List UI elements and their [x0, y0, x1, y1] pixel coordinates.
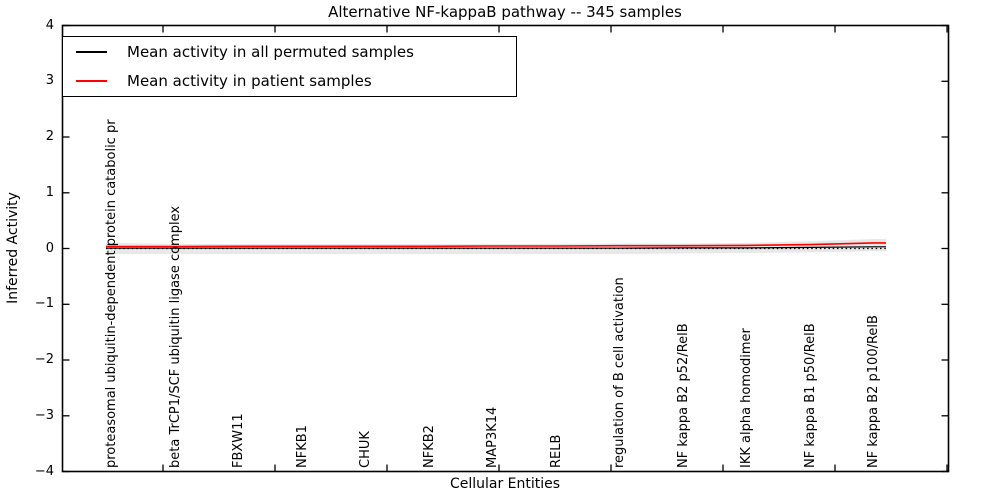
x-tick-label: IKK alpha homodimer	[739, 328, 754, 468]
y-tick-label: 2	[45, 129, 54, 144]
legend-entry-permuted: Mean activity in all permuted samples	[63, 43, 516, 61]
y-tick-label: −1	[34, 296, 54, 312]
x-tick-label: NFKB1	[294, 425, 310, 468]
x-tick-label: NF kappa B2 p52/RelB	[675, 323, 691, 468]
x-tick-label: NFKB2	[421, 425, 437, 468]
patient-line-sample	[76, 80, 107, 83]
x-tick-label: regulation of B cell activation	[612, 277, 627, 468]
patient-mean-line	[106, 242, 886, 248]
y-tick-label: 0	[45, 240, 54, 256]
permuted-line-sample	[76, 50, 107, 53]
x-axis-label: Cellular Entities	[449, 476, 561, 492]
legend-label-permuted: Mean activity in all permuted samples	[127, 42, 414, 61]
x-tick-label: RELB	[548, 434, 564, 468]
y-tick-label: −2	[34, 352, 54, 367]
y-tick-label: 1	[45, 184, 54, 200]
permuted-mean-line	[106, 246, 886, 249]
x-tick-label: CHUK	[358, 431, 373, 468]
chart-title: Alternative NF-kappaB pathway -- 345 sam…	[328, 3, 682, 21]
x-tick-label: NF kappa B1 p50/RelB	[802, 323, 818, 468]
x-tick-label: proteasomal ubiquitin-dependent protein …	[104, 119, 119, 468]
legend-label-patient: Mean activity in patient samples	[127, 72, 372, 91]
x-tick-label: FBXW11	[231, 413, 246, 468]
x-tick-label: beta TrCP1/SCF ubiquitin ligase complex	[167, 205, 183, 468]
y-tick-label: 3	[45, 73, 54, 89]
y-tick-label: −3	[34, 407, 54, 423]
legend: Mean activity in all permuted samples Me…	[62, 36, 517, 97]
x-tick-label: NF kappa B2 p100/RelB	[866, 315, 881, 468]
y-tick-label: 4	[45, 17, 54, 33]
legend-entry-patient: Mean activity in patient samples	[63, 72, 516, 90]
y-tick-label: −4	[34, 463, 54, 479]
x-tick-label: MAP3K14	[485, 406, 500, 468]
